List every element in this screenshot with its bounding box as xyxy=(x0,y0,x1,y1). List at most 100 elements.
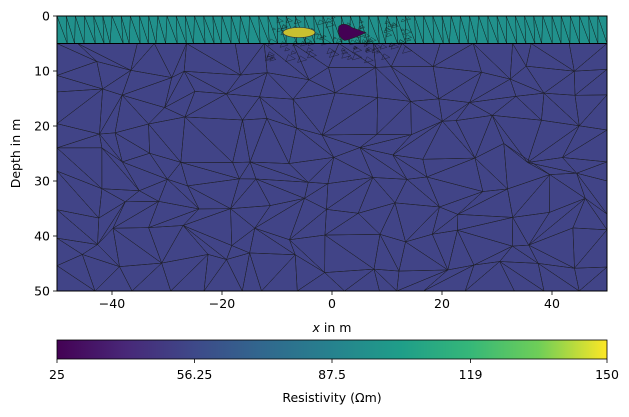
mesh-cell xyxy=(314,32,319,36)
mesh-cell xyxy=(281,24,288,30)
y-tick-label: 40 xyxy=(34,229,50,244)
x-tick-label: −40 xyxy=(99,296,125,311)
mesh-cell xyxy=(276,27,284,33)
mesh-cell xyxy=(373,268,398,291)
mesh-cell xyxy=(364,56,374,64)
mesh-cell xyxy=(347,55,353,60)
mesh-cell xyxy=(307,51,317,59)
colorbar-tick-label: 87.5 xyxy=(318,367,346,382)
mesh-cell xyxy=(354,39,361,45)
mesh-cell xyxy=(297,55,308,63)
x-axis-label: x in m xyxy=(312,320,352,335)
mesh-cell xyxy=(267,38,278,46)
mesh-cell xyxy=(391,23,399,29)
colorbar-tick-label: 56.25 xyxy=(177,367,213,382)
mesh-cell xyxy=(390,43,400,50)
plot-area xyxy=(57,16,607,291)
fine-mesh-near-surface xyxy=(57,16,607,64)
mesh-cell xyxy=(364,47,371,52)
mesh-cell xyxy=(363,33,371,39)
colorbar-ticks: 25 56.25 87.5 119 150 xyxy=(49,359,619,382)
mesh-cell xyxy=(306,47,314,53)
mesh-cell xyxy=(265,55,274,62)
mesh-cell xyxy=(367,38,374,43)
mesh-cell xyxy=(363,44,368,47)
mesh-cell xyxy=(326,47,336,54)
x-tick-label: 20 xyxy=(434,296,450,311)
mesh-cell xyxy=(388,44,394,48)
conductive-anomaly xyxy=(338,23,367,41)
mesh-cell xyxy=(325,21,335,28)
mesh-cell xyxy=(403,28,412,35)
mesh-cell xyxy=(322,34,327,38)
colorbar-tick-label: 150 xyxy=(595,367,619,382)
mesh-cell xyxy=(346,22,352,27)
mesh-cell xyxy=(284,47,291,52)
mesh-cell xyxy=(376,50,381,54)
mesh-cell xyxy=(386,32,393,37)
mesh-cell xyxy=(286,17,293,23)
mesh-cell xyxy=(402,46,413,54)
y-tick-label: 0 xyxy=(42,9,50,24)
mesh-cell xyxy=(269,56,277,62)
mesh-cell xyxy=(387,23,394,28)
mesh-cell xyxy=(341,49,349,55)
background-region xyxy=(57,43,607,291)
mesh-cell xyxy=(333,36,337,40)
mesh-cell xyxy=(368,37,377,43)
mesh-cell xyxy=(366,48,370,52)
x-tick-label: 40 xyxy=(544,296,560,311)
mesh-cell xyxy=(293,18,302,25)
mesh-cell xyxy=(329,50,340,58)
mesh-cell xyxy=(357,25,364,30)
x-tick-label: 0 xyxy=(328,296,336,311)
mesh-cell xyxy=(57,265,96,291)
mesh-cell xyxy=(379,44,388,50)
mesh-cell xyxy=(352,53,363,61)
mesh-cell xyxy=(302,37,313,45)
colorbar-label: Resistivity (Ωm) xyxy=(282,390,381,405)
mesh-cell xyxy=(352,46,363,54)
mesh-cell xyxy=(341,51,352,59)
colorbar xyxy=(56,339,608,360)
mesh-cell xyxy=(353,45,358,50)
y-tick-label: 50 xyxy=(34,284,50,299)
y-tick-label: 10 xyxy=(34,64,50,79)
y-axis-label: Depth in m xyxy=(8,119,23,189)
mesh-cell xyxy=(331,16,336,19)
y-tick-label: 30 xyxy=(34,174,50,189)
mesh-cell xyxy=(537,262,580,291)
mesh-cell xyxy=(317,19,326,26)
mesh-cell xyxy=(578,266,607,291)
mesh-cell xyxy=(276,18,284,24)
y-axis: 0 10 20 30 40 50 xyxy=(34,9,57,299)
mesh-cell xyxy=(373,43,382,50)
mesh-cell xyxy=(407,38,412,42)
y-tick-label: 20 xyxy=(34,119,50,134)
mesh-cell xyxy=(266,53,275,60)
mesh-cell xyxy=(391,22,398,27)
mesh-cell xyxy=(381,53,391,60)
mesh-cell xyxy=(316,33,325,40)
mesh-cell xyxy=(361,39,367,43)
mesh-cell xyxy=(290,50,297,55)
mesh-cell xyxy=(272,27,277,31)
mesh-cell xyxy=(400,18,406,23)
colorbar-tick-label: 119 xyxy=(459,367,483,382)
mesh-cell xyxy=(400,28,405,32)
mesh-cell xyxy=(336,38,343,43)
mesh-cell xyxy=(365,46,375,53)
mesh-cell xyxy=(359,19,364,24)
x-tick-label: −20 xyxy=(209,296,235,311)
resistive-anomaly xyxy=(282,27,316,38)
mesh-cell xyxy=(383,27,393,34)
triangular-mesh xyxy=(57,42,607,291)
mesh-cell xyxy=(499,260,545,291)
mesh-cell xyxy=(285,54,296,62)
mesh-cell xyxy=(266,51,275,58)
mesh-cell xyxy=(406,17,412,21)
mesh-cell xyxy=(384,20,390,25)
x-axis: −40 −20 0 20 40 xyxy=(99,291,560,311)
colorbar-tick-label: 25 xyxy=(49,367,65,382)
